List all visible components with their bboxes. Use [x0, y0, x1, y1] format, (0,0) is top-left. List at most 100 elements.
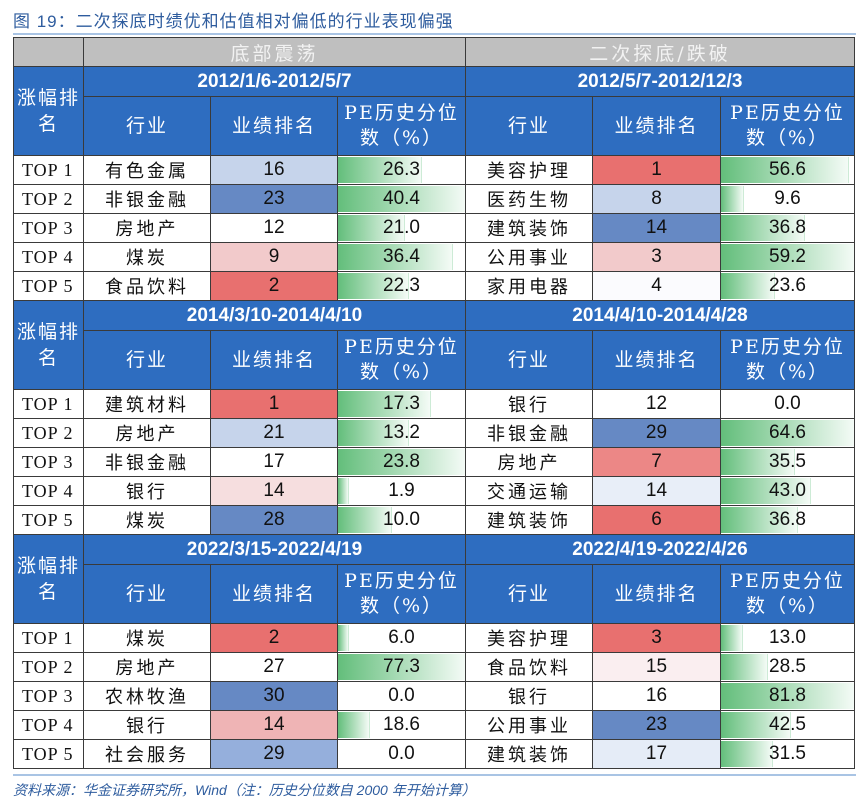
industry-cell: 非银金融 — [465, 418, 593, 448]
rank-label: TOP 2 — [13, 184, 84, 214]
pe-percentile-cell: 22.3 — [337, 271, 466, 301]
pe-percentile-cell: 23.8 — [337, 447, 466, 477]
pe-percentile-cell: 64.6 — [720, 418, 855, 448]
pe-percentile-cell: 6.0 — [337, 623, 466, 653]
pe-value: 0.0 — [774, 393, 801, 414]
industry-cell: 食品饮料 — [83, 271, 211, 301]
pe-data-bar — [721, 712, 792, 738]
pe-value: 28.5 — [769, 656, 806, 677]
period-header: 2014/3/10-2014/4/10 — [83, 300, 466, 331]
column-header-row: 行业 业绩排名 PE历史分位数（%） 行业 业绩排名 PE历史分位数（%） — [14, 330, 855, 390]
pe-value: 56.6 — [769, 159, 806, 180]
industry-column-header: 行业 — [83, 564, 211, 624]
pe-value: 6.0 — [388, 627, 415, 648]
perf-rank-cell: 2 — [210, 271, 338, 301]
pe-percentile-cell: 21.0 — [337, 213, 466, 243]
pe-percentile-cell: 1.9 — [337, 476, 466, 506]
perf-rank-cell: 1 — [592, 155, 721, 185]
rank-header: 涨幅排名 — [13, 66, 84, 156]
table-row: TOP 1 有色金属 16 26.3 美容护理 1 56.6 — [13, 155, 855, 185]
perf-rank-column-header: 业绩排名 — [210, 96, 338, 156]
pe-data-bar — [338, 712, 370, 738]
industry-cell: 银行 — [83, 476, 211, 506]
pe-percentile-column-header: PE历史分位数（%） — [337, 96, 466, 156]
pe-value: 36.8 — [769, 509, 806, 530]
industry-cell: 建筑装饰 — [465, 505, 593, 535]
perf-rank-column-header: 业绩排名 — [210, 330, 338, 390]
table-row: TOP 3 房地产 12 21.0 建筑装饰 14 36.8 — [13, 213, 855, 243]
table-row: TOP 3 农林牧渔 30 0.0 银行 16 81.8 — [13, 681, 855, 711]
pe-percentile-cell: 36.8 — [720, 213, 855, 243]
pe-value: 0.0 — [388, 743, 415, 764]
rank-label: TOP 5 — [13, 739, 84, 769]
pe-data-bar — [338, 625, 349, 651]
column-header-row: 行业 业绩排名 PE历史分位数（%） 行业 业绩排名 PE历史分位数（%） — [14, 96, 855, 156]
industry-cell: 银行 — [465, 389, 593, 419]
industry-cell: 建筑材料 — [83, 389, 211, 419]
industry-cell: 公用事业 — [465, 242, 593, 272]
pe-value: 64.6 — [769, 422, 806, 443]
industry-cell: 银行 — [83, 710, 211, 740]
pe-value: 21.0 — [383, 217, 420, 238]
pe-value: 42.5 — [769, 714, 806, 735]
perf-rank-cell: 8 — [592, 184, 721, 214]
pe-percentile-column-header: PE历史分位数（%） — [337, 564, 466, 624]
pe-data-bar — [721, 683, 854, 709]
rank-label: TOP 4 — [13, 242, 84, 272]
pe-data-bar — [338, 507, 393, 533]
industry-cell: 社会服务 — [83, 739, 211, 769]
period-row: 涨幅排名 2014/3/10-2014/4/10 2014/4/10-2014/4/… — [13, 300, 855, 390]
pe-percentile-cell: 10.0 — [337, 505, 466, 535]
industry-cell: 银行 — [465, 681, 593, 711]
table-row: TOP 4 银行 14 1.9 交通运输 14 43.0 — [13, 476, 855, 506]
industry-cell: 有色金属 — [83, 155, 211, 185]
perf-rank-cell: 17 — [592, 739, 721, 769]
pe-data-bar — [721, 507, 798, 533]
table-row: TOP 2 房地产 27 77.3 食品饮料 15 28.5 — [13, 652, 855, 682]
industry-cell: 建筑装饰 — [465, 739, 593, 769]
industry-cell: 煤炭 — [83, 505, 211, 535]
pe-percentile-cell: 43.0 — [720, 476, 855, 506]
industry-cell: 美容护理 — [465, 155, 593, 185]
pe-data-bar — [721, 420, 854, 446]
perf-rank-cell: 14 — [592, 476, 721, 506]
rank-label: TOP 1 — [13, 155, 84, 185]
pe-value: 36.4 — [383, 246, 420, 267]
rank-label: TOP 5 — [13, 271, 84, 301]
pe-data-bar — [721, 244, 854, 270]
pe-data-bar — [338, 478, 350, 504]
industry-column-header: 行业 — [465, 564, 593, 624]
industry-cell: 房地产 — [83, 213, 211, 243]
period-header: 2022/4/19-2022/4/26 — [465, 534, 855, 565]
industry-cell: 房地产 — [83, 418, 211, 448]
pe-percentile-column-header: PE历史分位数（%） — [720, 564, 855, 624]
industry-performance-table: 底部震荡 二次探底/跌破 涨幅排名 2012/1/6-2012/5/7 2012/5… — [13, 37, 855, 769]
pe-percentile-cell: 40.4 — [337, 184, 466, 214]
pe-percentile-column-header: PE历史分位数（%） — [337, 330, 466, 390]
source-note: 资料来源：华金证券研究所，Wind（注：历史分位数自 2000 年开始计算） — [13, 782, 476, 798]
pe-percentile-cell: 0.0 — [337, 681, 466, 711]
pe-data-bar — [721, 157, 850, 183]
period-row: 涨幅排名 2012/1/6-2012/5/7 2012/5/7-2012/12/3 — [13, 66, 855, 156]
industry-column-header: 行业 — [465, 330, 593, 390]
pe-value: 40.4 — [383, 188, 420, 209]
pe-percentile-cell: 0.0 — [720, 389, 855, 419]
perf-rank-cell: 15 — [592, 652, 721, 682]
pe-percentile-column-header: PE历史分位数（%） — [720, 96, 855, 156]
perf-rank-cell: 14 — [210, 476, 338, 506]
period-row: 涨幅排名 2022/3/15-2022/4/19 2022/4/19-2022/4/… — [13, 534, 855, 624]
rank-label: TOP 4 — [13, 476, 84, 506]
rank-label: TOP 5 — [13, 505, 84, 535]
pe-percentile-cell: 31.5 — [720, 739, 855, 769]
pe-data-bar — [721, 186, 744, 212]
table-row: TOP 1 煤炭 2 6.0 美容护理 3 13.0 — [13, 623, 855, 653]
table-row: TOP 4 银行 14 18.6 公用事业 23 42.5 — [13, 710, 855, 740]
industry-cell: 房地产 — [465, 447, 593, 477]
perf-rank-cell: 14 — [592, 213, 721, 243]
rank-label: TOP 1 — [13, 389, 84, 419]
perf-rank-cell: 14 — [210, 710, 338, 740]
pe-percentile-cell: 42.5 — [720, 710, 855, 740]
pe-data-bar — [338, 244, 454, 270]
pe-value: 1.9 — [388, 480, 415, 501]
pe-percentile-cell: 77.3 — [337, 652, 466, 682]
